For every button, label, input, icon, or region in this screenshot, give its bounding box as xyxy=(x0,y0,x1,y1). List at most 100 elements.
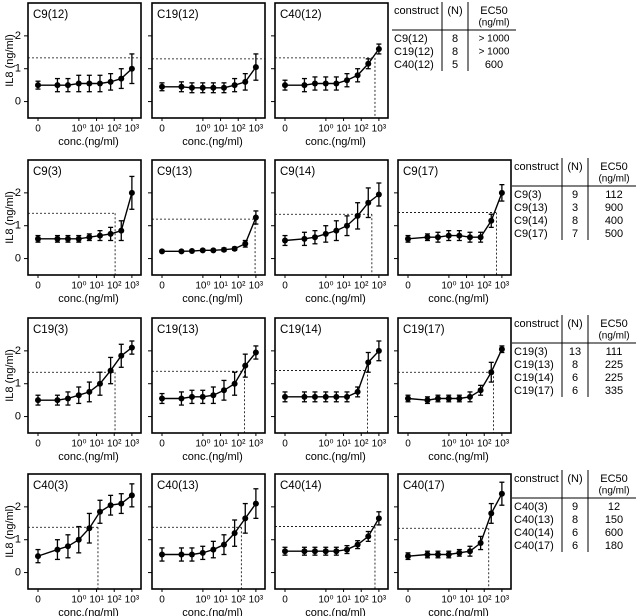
point xyxy=(54,546,61,553)
point xyxy=(405,395,411,402)
point xyxy=(365,533,372,540)
point xyxy=(178,83,185,90)
point xyxy=(188,84,195,91)
point xyxy=(242,78,249,85)
x-tick-label: 0 xyxy=(405,439,411,450)
point xyxy=(456,395,463,402)
panel-frame xyxy=(151,159,266,276)
point xyxy=(333,80,340,87)
panel-frame xyxy=(397,473,512,590)
table-cell: 3 xyxy=(572,202,578,214)
point xyxy=(375,515,382,522)
table-cell: 9 xyxy=(572,501,578,513)
panel-frame xyxy=(274,317,389,434)
x-axis-label: conc.(ng/ml) xyxy=(182,607,243,616)
x-axis-label: conc.(ng/ml) xyxy=(428,607,489,616)
point xyxy=(35,553,41,560)
point xyxy=(220,387,227,394)
y-tick-label: 2 xyxy=(15,30,21,42)
panel-frame xyxy=(397,317,512,434)
panel-frame xyxy=(274,159,389,276)
x-tick-label: 10⁰ xyxy=(441,281,456,292)
x-tick-label: 10³ xyxy=(249,281,264,292)
y-tick-label: 2 xyxy=(15,187,21,199)
x-tick-label: 10⁰ xyxy=(71,124,86,135)
panel-title: C19(14) xyxy=(280,324,322,336)
x-tick-label: 10¹ xyxy=(89,595,104,606)
x-tick-label: 10¹ xyxy=(213,281,228,292)
table-header: construct xyxy=(514,473,559,485)
table-cell: 6 xyxy=(572,527,578,539)
x-tick-label: 10² xyxy=(477,439,492,450)
panel-frame xyxy=(27,317,142,434)
point xyxy=(354,72,361,79)
x-tick-label: 10² xyxy=(231,124,246,135)
point xyxy=(159,83,165,90)
point xyxy=(64,82,71,89)
x-tick-label: 0 xyxy=(35,124,41,135)
x-tick-label: 10⁰ xyxy=(318,124,333,135)
point xyxy=(282,548,288,555)
point xyxy=(301,82,308,89)
table-header: EC50 xyxy=(600,318,628,330)
x-tick-label: 0 xyxy=(405,595,411,606)
point xyxy=(301,548,308,555)
curve xyxy=(285,350,380,398)
table-header: construct xyxy=(514,318,559,330)
table-header: (ng/ml) xyxy=(598,174,629,185)
point xyxy=(252,214,259,221)
curve xyxy=(37,494,133,557)
point xyxy=(488,217,495,224)
x-tick-label: 0 xyxy=(405,281,411,292)
point xyxy=(210,84,217,91)
x-tick-label: 10¹ xyxy=(213,124,228,135)
point xyxy=(107,502,114,509)
panel-frame xyxy=(397,159,512,276)
x-tick-label: 0 xyxy=(282,439,288,450)
point xyxy=(365,60,372,67)
point xyxy=(159,551,165,558)
panel-title: C9(12) xyxy=(33,9,68,21)
x-tick-label: 10¹ xyxy=(336,595,351,606)
point xyxy=(210,247,217,254)
table-header: construct xyxy=(394,5,439,17)
table-cell: 8 xyxy=(452,33,458,45)
point xyxy=(188,551,195,558)
panel-frame xyxy=(274,2,389,119)
point xyxy=(54,235,61,242)
table-cell: C9(12) xyxy=(394,33,428,45)
point xyxy=(434,395,441,402)
point xyxy=(220,246,227,253)
curve xyxy=(38,68,133,86)
curve xyxy=(162,66,257,89)
x-tick-label: 10³ xyxy=(125,124,140,135)
table-cell: 600 xyxy=(485,59,503,71)
curve xyxy=(162,352,257,400)
point xyxy=(424,551,431,558)
point xyxy=(322,230,329,237)
x-axis-label: conc.(ng/ml) xyxy=(428,451,489,463)
x-tick-label: 10⁰ xyxy=(441,439,456,450)
table-cell: C40(13) xyxy=(514,514,554,526)
table-cell: C9(14) xyxy=(514,215,548,227)
table-cell: C40(12) xyxy=(394,59,434,71)
point xyxy=(301,235,308,242)
point xyxy=(86,80,93,87)
y-axis-label: IL8 (ng/ml) xyxy=(4,191,16,244)
table-header: EC50 xyxy=(600,161,628,173)
table-cell: C9(13) xyxy=(514,202,548,214)
point xyxy=(252,500,259,507)
point xyxy=(118,227,125,234)
point xyxy=(188,393,195,400)
point xyxy=(375,347,382,354)
x-tick-label: 10³ xyxy=(372,124,387,135)
x-tick-label: 10⁰ xyxy=(441,595,456,606)
table-header: (N) xyxy=(567,161,582,173)
table-header: construct xyxy=(514,161,559,173)
table-cell: 8 xyxy=(572,514,578,526)
point xyxy=(322,393,329,400)
x-tick-label: 10² xyxy=(107,281,122,292)
panel-title: C40(12) xyxy=(280,9,322,21)
x-tick-label: 10¹ xyxy=(336,281,351,292)
